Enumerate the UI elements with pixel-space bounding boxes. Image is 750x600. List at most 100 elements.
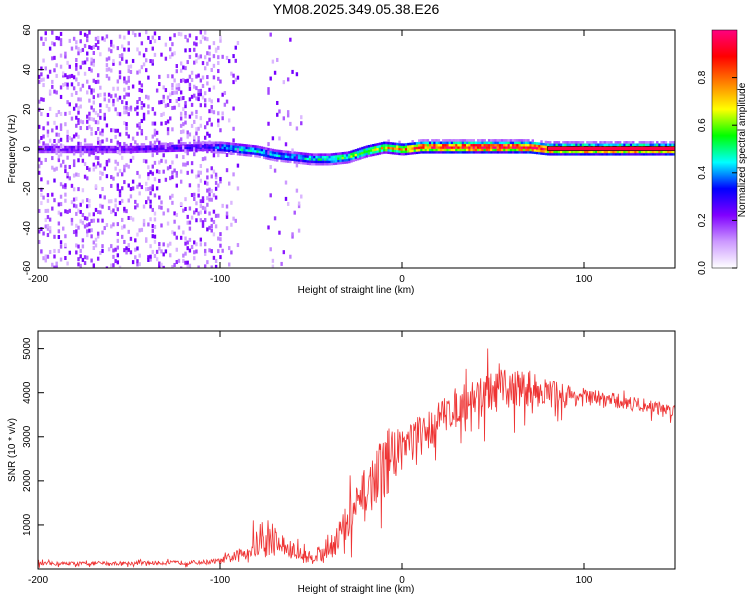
spectrogram-cell: [110, 94, 113, 99]
spectrogram-cell: [110, 263, 113, 268]
spectrogram-cell: [411, 140, 414, 143]
spectrogram-cell: [101, 171, 104, 176]
spectrogram-cell: [116, 186, 120, 191]
spectrogram-cell: [142, 112, 146, 117]
spectrogram-cell: [77, 120, 80, 125]
spectrogram-cell: [199, 30, 203, 35]
spectrogram-cell: [96, 113, 100, 118]
spectrogram-cell: [407, 142, 410, 146]
spectrogram-cell: [645, 141, 648, 144]
spectrogram-cell: [387, 149, 390, 152]
spectrogram-cell: [470, 146, 473, 149]
spectrogram-cell: [38, 157, 41, 162]
spectrogram-cell: [105, 148, 109, 151]
spectrogram-cell: [286, 150, 290, 154]
spectrogram-cell: [59, 257, 63, 262]
spectrogram-cell: [459, 141, 462, 145]
spectrogram-cell: [173, 231, 176, 236]
spectrogram-cell: [494, 148, 497, 152]
spectrogram-cell: [96, 93, 100, 98]
spectrogram-cell: [293, 158, 296, 162]
spectrogram-cell: [324, 155, 327, 159]
spectrogram-cell: [70, 73, 74, 78]
spectrogram-cell: [269, 150, 272, 154]
spectrogram-cell: [136, 131, 139, 136]
spectrogram-cell: [186, 214, 189, 219]
spectrogram-cell: [83, 71, 87, 76]
spectrogram-cell: [112, 176, 115, 181]
spectrogram-cell: [230, 151, 233, 156]
y-tick-label: -20: [22, 181, 33, 196]
spectrogram-cell: [86, 223, 89, 228]
spectrogram-cell: [94, 207, 98, 212]
spectrogram-cell: [151, 147, 154, 151]
spectrogram-cell: [555, 152, 559, 156]
spectrogram-cell: [101, 248, 104, 253]
spectrogram-cell: [153, 39, 157, 44]
spectrogram-cell: [197, 211, 200, 216]
spectrogram-cell: [271, 264, 275, 268]
spectrogram-cell: [393, 149, 397, 153]
spectrogram-cell: [81, 188, 85, 193]
spectrogram-cell: [40, 36, 43, 41]
spectrogram-cell: [83, 60, 87, 65]
spectrogram-cell: [160, 223, 163, 228]
spectrogram-cell: [343, 158, 347, 162]
spectrogram-cell: [169, 98, 172, 103]
spectrogram-cell: [457, 146, 460, 149]
spectrogram-cell: [75, 62, 78, 67]
spectrogram-cell: [62, 144, 65, 149]
spectrogram-cell: [79, 126, 82, 131]
spectrogram-cell: [64, 256, 67, 261]
spectrogram-cell: [278, 156, 281, 160]
spectrogram-cell: [55, 90, 58, 95]
spectrogram-cell: [396, 147, 399, 151]
spectrogram-cell: [559, 143, 563, 147]
spectrogram-cell: [448, 146, 451, 149]
spectrogram-cell: [463, 146, 467, 149]
spectrogram-cell: [48, 145, 52, 149]
spectrogram-cell: [249, 147, 253, 150]
spectrogram-cell: [610, 152, 613, 156]
spectrogram-cell: [238, 148, 242, 151]
spectrogram-cell: [398, 143, 401, 146]
spectrogram-x-axis-label: Height of straight line (km): [298, 285, 415, 296]
spectrogram-cell: [79, 48, 82, 53]
spectrogram-cell: [446, 150, 449, 154]
spectrogram-cell: [638, 143, 641, 147]
spectrogram-cell: [636, 152, 639, 156]
spectrogram-cell: [492, 150, 495, 154]
spectrogram-cell: [426, 141, 430, 145]
spectrogram-cell: [267, 90, 270, 95]
spectrogram-cell: [452, 148, 456, 152]
spectrogram-cell: [101, 186, 104, 191]
spectrogram-cell: [197, 136, 200, 141]
spectrogram-cell: [671, 141, 674, 144]
spectrogram-cell: [217, 111, 220, 116]
spectrogram-cell: [448, 148, 451, 152]
spectrogram-cell: [162, 242, 165, 247]
spectrogram-cell: [169, 253, 172, 258]
spectrogram-cell: [123, 47, 126, 52]
spectrogram-cell: [140, 150, 144, 153]
spectrogram-cell: [286, 157, 290, 161]
spectrogram-cell: [479, 146, 482, 149]
spectrogram-cell: [51, 148, 54, 151]
spectrogram-cell: [433, 148, 436, 152]
spectrogram-cell: [286, 110, 290, 115]
spectrogram-cell: [424, 141, 427, 145]
spectrogram-cell: [474, 141, 478, 145]
spectrogram-cell: [422, 150, 425, 154]
spectrogram-cell: [188, 263, 192, 268]
spectrogram-cell: [123, 239, 126, 244]
spectrogram-cell: [162, 149, 165, 153]
spectrogram-cell: [101, 36, 104, 41]
spectrogram-cell: [116, 260, 120, 265]
spectrogram-cell: [203, 125, 207, 130]
spectrogram-cell: [195, 146, 198, 150]
spectrogram-cell: [514, 148, 517, 152]
spectrogram-cell: [332, 152, 336, 156]
spectrogram-cell: [184, 114, 187, 119]
spectrogram-cell: [210, 174, 213, 179]
